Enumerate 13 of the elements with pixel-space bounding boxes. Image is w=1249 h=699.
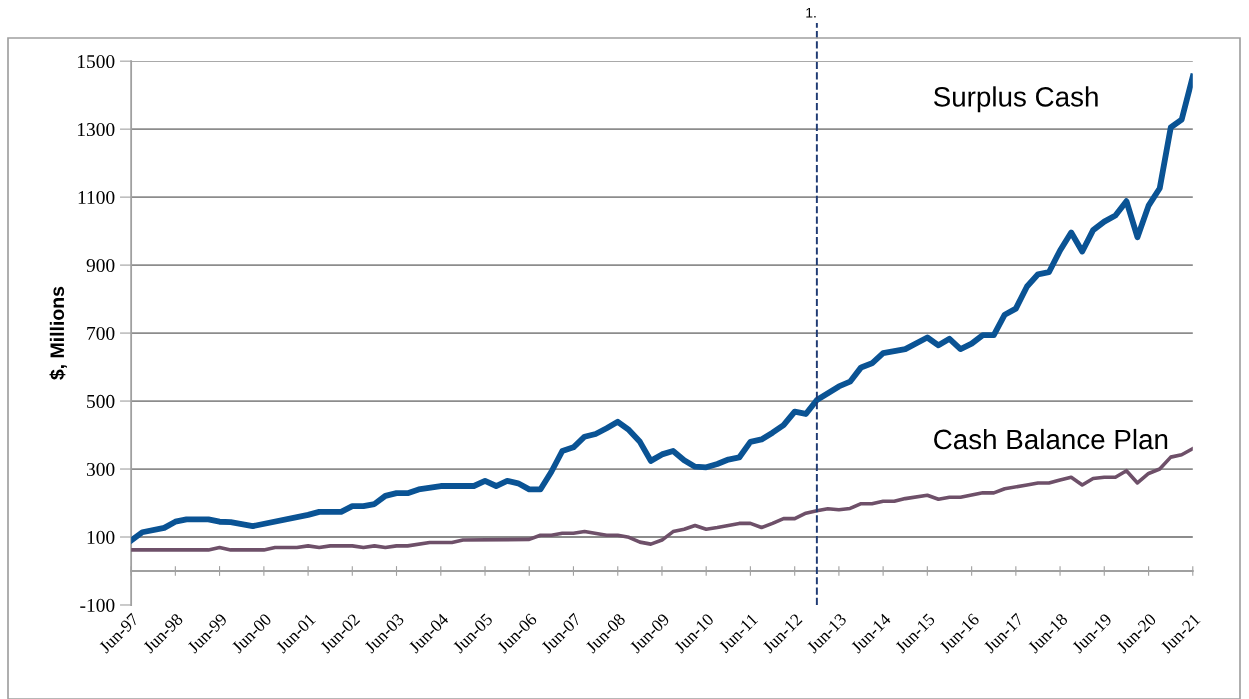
y-tick-label: 900 [86,258,115,273]
y-tick-label: 700 [87,326,115,341]
y-tick-label: 300 [86,462,115,476]
y-tick-label: -100 [80,598,115,612]
y-tick-label: 500 [87,394,115,408]
y-tick-label: 1500 [77,54,115,69]
series-label: Cash Balance Plan [934,428,1168,450]
text: Surplus Cash [933,86,1098,113]
y-tick-label: 100 [87,530,115,544]
ref-line-label: 1. [806,7,816,18]
y-tick-label: 1300 [77,122,115,137]
y-axis-title: $, Millions [49,286,67,380]
y-tick-label: 1100 [78,190,115,205]
